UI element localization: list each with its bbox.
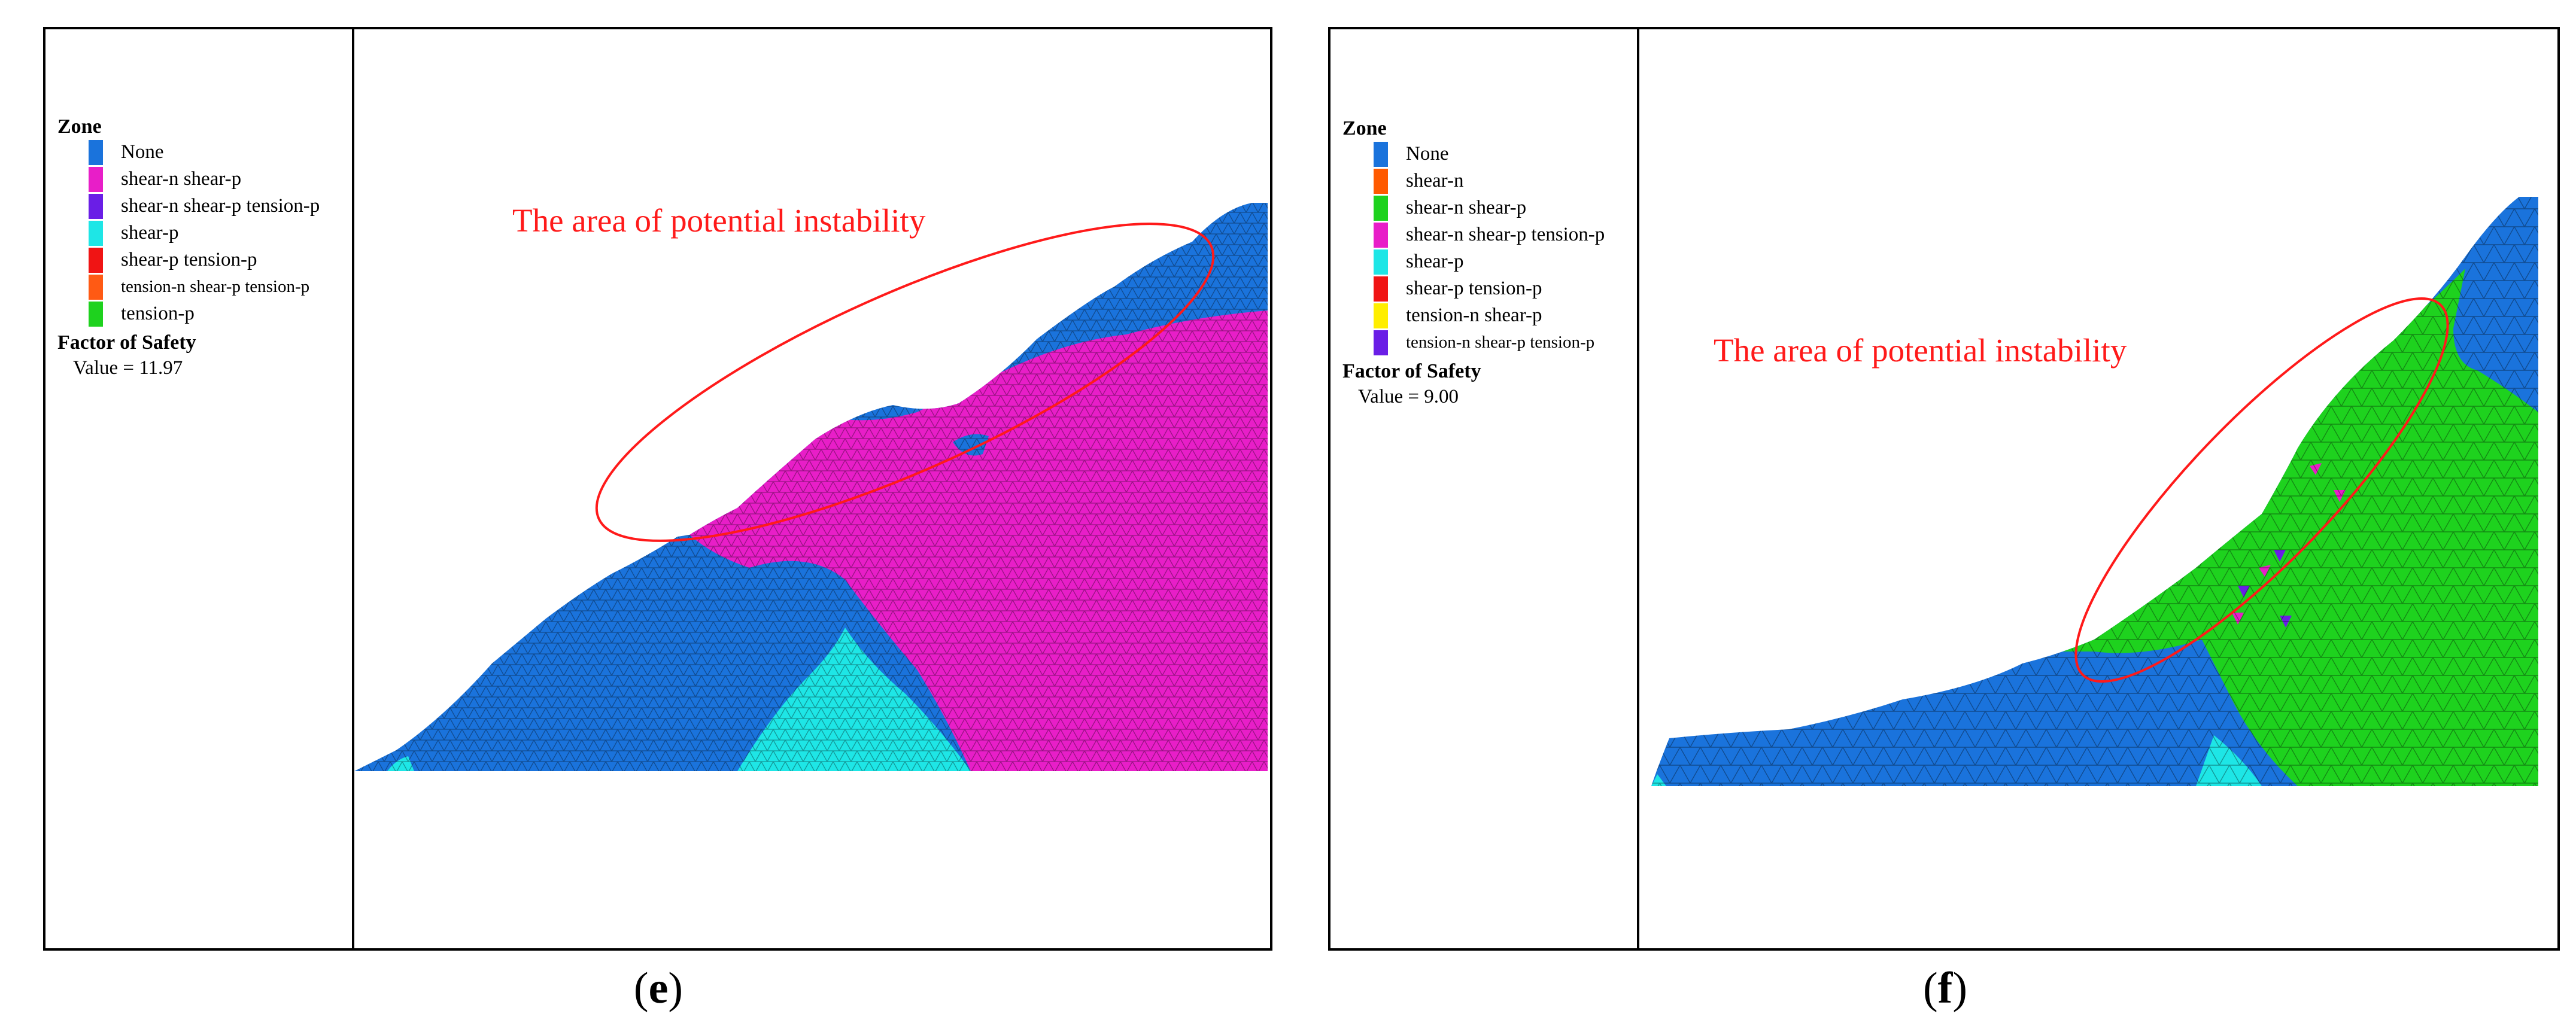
legend-swatch (89, 220, 103, 246)
legend-item: shear-n (1342, 168, 1605, 194)
legend-item: shear-p tension-p (57, 246, 320, 273)
instability-annotation: The area of potential instability (1714, 332, 2127, 369)
legend-label: tension-n shear-p tension-p (121, 277, 310, 296)
legend-item: shear-p tension-p (1342, 275, 1605, 302)
legend-label: shear-p tension-p (121, 249, 257, 270)
legend-item: tension-n shear-p tension-p (1342, 329, 1605, 356)
legend-item: shear-n shear-p tension-p (1342, 221, 1605, 248)
legend-item: None (1342, 141, 1605, 168)
legend-swatch (1374, 141, 1388, 167)
instability-annotation: The area of potential instability (512, 202, 926, 239)
legend-item: shear-n shear-p (1342, 194, 1605, 221)
zone-legend: Zone None shear-n shear-n shear-p shear-n s… (1342, 117, 1605, 409)
legend-items: None shear-n shear-n shear-p shear-n shear-… (1342, 141, 1605, 356)
figure-panel-e: Zone None shear-n shear-p shear-n shear-p … (43, 27, 1272, 951)
legend-title: Zone (57, 115, 102, 138)
legend-item: tension-n shear-p tension-p (57, 273, 320, 300)
legend-label: shear-n shear-p (1406, 197, 1527, 218)
fos-value: Value = 11.97 (73, 357, 183, 379)
legend-items: None shear-n shear-p shear-n shear-p tensi… (57, 139, 320, 327)
legend-label: shear-n shear-p tension-p (121, 195, 320, 217)
legend-item: shear-n shear-p (57, 166, 320, 193)
mesh (354, 203, 1268, 771)
legend-item: shear-p (57, 220, 320, 246)
legend-swatch (1374, 303, 1388, 328)
legend-swatch (1374, 195, 1388, 221)
legend-label: shear-n shear-p (121, 168, 242, 190)
zone-regions (354, 203, 1268, 771)
legend-label: shear-p tension-p (1406, 278, 1542, 299)
legend-swatch (1374, 168, 1388, 194)
legend-item: tension-n shear-p (1342, 302, 1605, 329)
legend-swatch (1374, 330, 1388, 355)
instability-ellipse (2074, 297, 2449, 683)
legend-label: shear-n shear-p tension-p (1406, 224, 1605, 245)
legend-divider (1637, 29, 1639, 948)
legend-label: None (121, 141, 164, 163)
legend-divider (352, 29, 354, 948)
caption-e: (e) (633, 964, 684, 1013)
legend-swatch (89, 166, 103, 192)
legend-label: tension-n shear-p tension-p (1406, 333, 1595, 352)
legend-label: tension-n shear-p (1406, 305, 1542, 326)
legend-label: shear-p (1406, 251, 1464, 272)
legend-swatch (1374, 249, 1388, 275)
slope-zone-plot (354, 203, 1268, 771)
legend-swatch (89, 301, 103, 327)
fos-title: Factor of Safety (57, 331, 196, 354)
slope-zone-plot (1651, 197, 2538, 786)
mesh (1651, 197, 2538, 786)
legend-label: tension-p (121, 303, 195, 324)
legend-swatch (89, 193, 103, 219)
caption-f: (f) (1923, 964, 1967, 1013)
legend-label: shear-n (1406, 170, 1464, 191)
fos-title: Factor of Safety (1342, 360, 1481, 382)
legend-swatch (89, 139, 103, 165)
legend-swatch (1374, 276, 1388, 302)
instability-ellipse (595, 223, 1215, 542)
figure-panel-f: Zone None shear-n shear-n shear-p shear-n s… (1328, 27, 2560, 951)
legend-swatch (89, 274, 103, 300)
legend-item: tension-p (57, 300, 320, 327)
legend-item: None (57, 139, 320, 166)
zone-regions (1651, 197, 2538, 786)
fos-value: Value = 9.00 (1358, 386, 1459, 407)
legend-label: shear-p (121, 222, 179, 243)
legend-swatch (1374, 222, 1388, 248)
legend-item: shear-n shear-p tension-p (57, 193, 320, 220)
legend-item: shear-p (1342, 248, 1605, 275)
legend-swatch (89, 247, 103, 273)
legend-label: None (1406, 143, 1449, 165)
legend-title: Zone (1342, 117, 1387, 139)
zone-legend: Zone None shear-n shear-p shear-n shear-p … (57, 115, 320, 380)
